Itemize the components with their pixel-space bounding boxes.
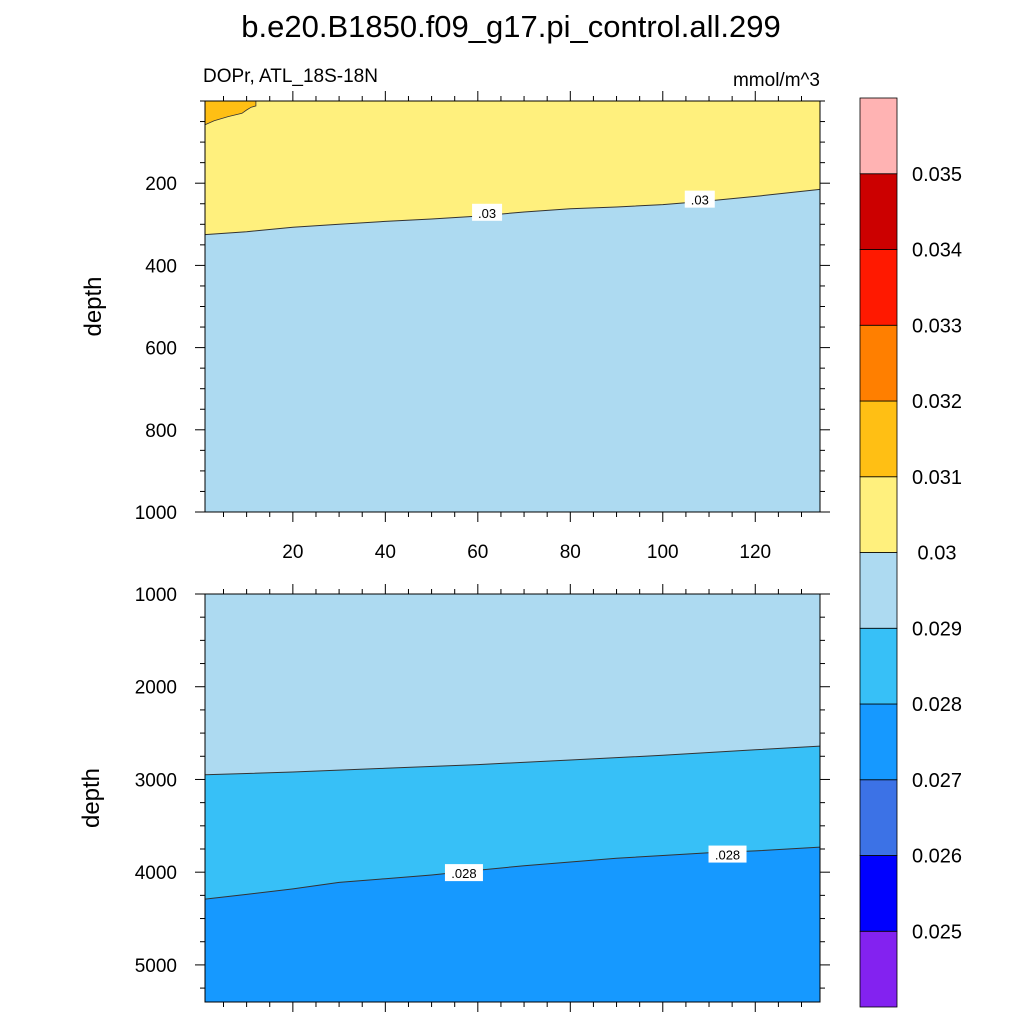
contour-label-box — [444, 864, 483, 882]
y-tick-label: 200 — [145, 174, 177, 195]
colorbar-label: 0.034 — [912, 240, 962, 262]
colorbar-box — [859, 855, 898, 932]
x-tick-label: 80 — [560, 542, 581, 563]
colorbar-label: 0.033 — [912, 315, 962, 337]
colorbar-box — [859, 249, 898, 326]
figure-title: b.e20.B1850.f09_g17.pi_control.all.299 — [241, 9, 781, 44]
colorbar-box — [859, 627, 898, 705]
left-subtitle: DOPr, ATL_18S-18N — [203, 66, 378, 87]
y-tick-label: 5000 — [135, 956, 177, 977]
y-tick-label: 4000 — [135, 863, 177, 884]
upper-depth-panel: .03 .03 200 400 600 800 1000 20 40 60 80 100 120 dept… — [80, 91, 830, 563]
y-tick-label: 600 — [145, 339, 177, 360]
y-tick-label: 2000 — [135, 678, 177, 699]
region-0.028-0.029 — [205, 746, 820, 900]
y-axis-label: depth — [80, 276, 107, 336]
plot-frame — [204, 593, 821, 1003]
contour-label: .03 — [691, 193, 709, 208]
colorbar-label: 0.035 — [912, 164, 962, 186]
contour-label: .028 — [451, 866, 476, 881]
region-0.031-0.032 — [204, 100, 257, 126]
contour-label: .028 — [715, 848, 740, 863]
colorbar-label: 0.029 — [912, 618, 962, 640]
x-tick-label: 40 — [375, 542, 396, 563]
y-tick-label: 1000 — [135, 503, 177, 524]
colorbar-box — [859, 400, 898, 478]
colorbar-box — [859, 173, 898, 250]
x-tick-label: 60 — [467, 542, 488, 563]
contour-label-box — [472, 203, 503, 221]
colorbar-box — [859, 97, 898, 175]
contour-line-0.028 — [204, 846, 821, 900]
units-label: mmol/m^3 — [733, 70, 820, 91]
colorbar-box — [859, 476, 898, 553]
lower-depth-panel: .028 .028 1000 2000 3000 4000 5000 depth — [78, 584, 830, 1012]
colorbar-label: 0.025 — [912, 921, 962, 943]
colorbar-box — [859, 930, 898, 1008]
colorbar-box — [859, 703, 898, 781]
contour-label-box — [684, 190, 715, 208]
y-tick-label: 1000 — [135, 585, 177, 606]
x-tick-label: 100 — [647, 542, 679, 563]
colorbar-box — [859, 552, 898, 629]
region-0.029-0.030 — [205, 594, 820, 775]
region-0.030-0.031 — [205, 101, 820, 235]
colorbar-box — [859, 324, 898, 402]
y-tick-label: 3000 — [135, 770, 177, 791]
colorbar-label: 0.026 — [912, 846, 962, 868]
y-tick-label: 400 — [145, 256, 177, 277]
colorbar-box — [859, 779, 898, 856]
colorbar: 0.025 0.026 0.027 0.028 0.029 0.03 0.031 0.032 0… — [859, 97, 962, 1008]
y-tick-label: 800 — [145, 421, 177, 442]
x-tick-label: 120 — [739, 542, 771, 563]
contour-label-box — [708, 845, 747, 863]
contour-line-0.029 — [204, 745, 821, 776]
x-tick-label: 20 — [282, 542, 303, 563]
contour-label: .03 — [478, 206, 496, 221]
colorbar-label: 0.032 — [912, 391, 962, 413]
colorbar-label: 0.028 — [912, 694, 962, 716]
colorbar-label: 0.031 — [912, 467, 962, 489]
colorbar-label: 0.03 — [918, 543, 957, 565]
colorbar-label: 0.027 — [912, 770, 962, 792]
y-axis-label: depth — [78, 768, 105, 828]
